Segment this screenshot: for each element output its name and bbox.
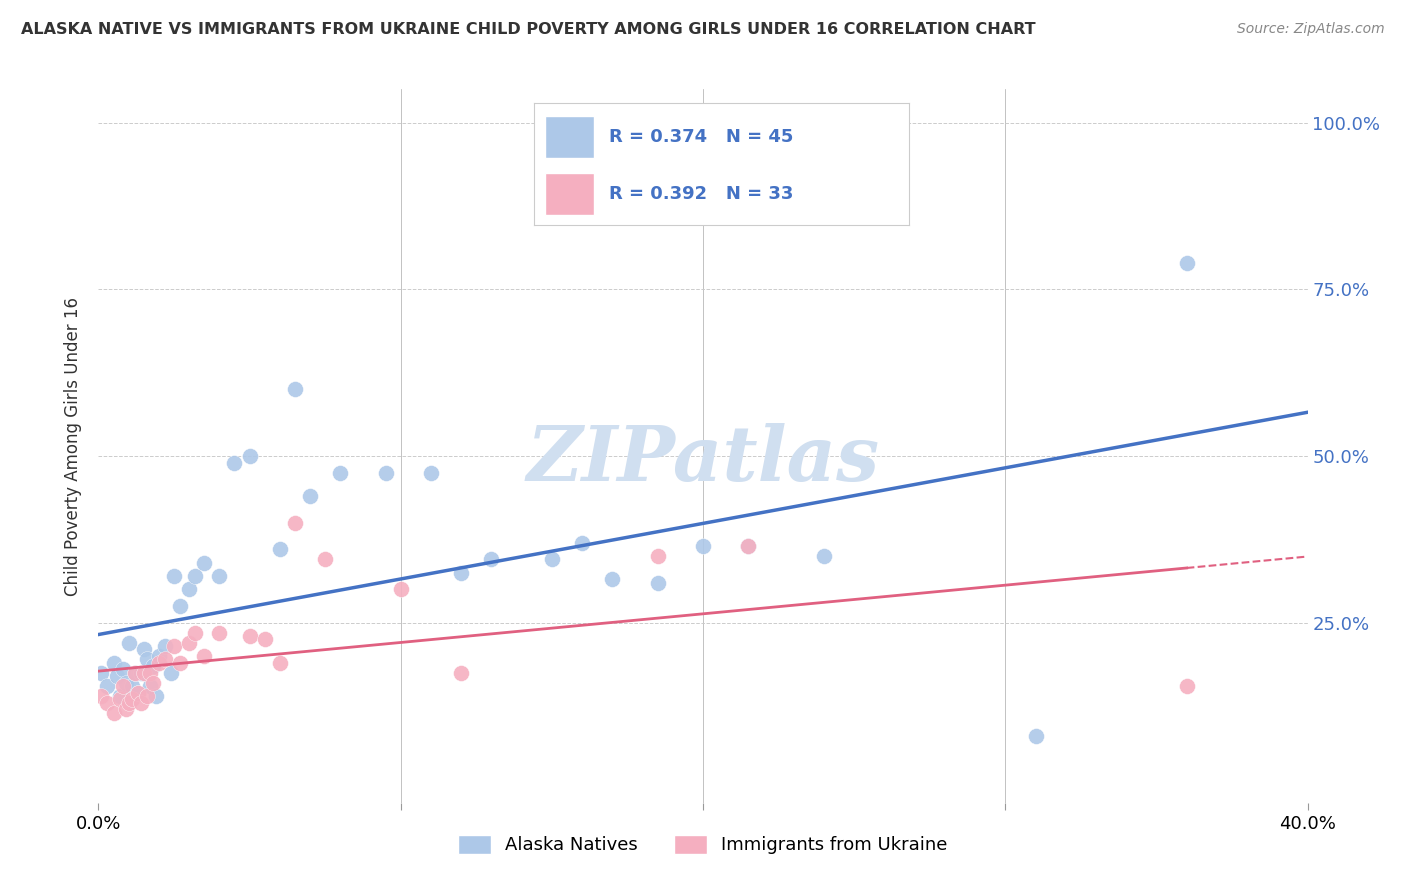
Y-axis label: Child Poverty Among Girls Under 16: Child Poverty Among Girls Under 16 <box>65 296 83 596</box>
Point <box>96 679 118 693</box>
Point <box>105 669 128 683</box>
Point <box>108 692 131 706</box>
Point <box>253 632 276 647</box>
Point <box>737 539 759 553</box>
Point <box>1024 729 1046 743</box>
Point <box>127 686 149 700</box>
Point <box>153 652 176 666</box>
Point <box>692 539 714 553</box>
Point <box>121 679 143 693</box>
Point <box>142 675 165 690</box>
Point <box>193 649 215 664</box>
Point <box>647 575 669 590</box>
Text: Source: ZipAtlas.com: Source: ZipAtlas.com <box>1237 22 1385 37</box>
Point <box>239 629 262 643</box>
Point <box>450 566 472 580</box>
Point <box>269 656 291 670</box>
Point <box>108 689 131 703</box>
Point <box>284 516 307 530</box>
Point <box>148 656 170 670</box>
Point <box>118 636 141 650</box>
Point <box>269 542 291 557</box>
Point <box>208 569 231 583</box>
Point <box>314 552 336 566</box>
Point <box>139 679 162 693</box>
Point <box>163 639 186 653</box>
Point <box>450 665 472 680</box>
Point <box>239 449 262 463</box>
Point <box>96 696 118 710</box>
Point <box>647 549 669 563</box>
Point <box>374 466 396 480</box>
Point <box>224 456 246 470</box>
Point <box>163 569 186 583</box>
Point <box>111 679 134 693</box>
Point <box>160 665 183 680</box>
Point <box>169 599 191 613</box>
Point <box>124 665 146 680</box>
Point <box>90 689 112 703</box>
Point <box>540 552 562 566</box>
Point <box>139 665 162 680</box>
Point <box>571 535 593 549</box>
Point <box>737 539 759 553</box>
Point <box>169 656 191 670</box>
Point <box>111 662 134 676</box>
Point <box>184 569 207 583</box>
Text: ZIPatlas: ZIPatlas <box>526 424 880 497</box>
Point <box>329 466 352 480</box>
Point <box>208 625 231 640</box>
Point <box>103 656 125 670</box>
Legend: Alaska Natives, Immigrants from Ukraine: Alaska Natives, Immigrants from Ukraine <box>451 828 955 862</box>
Point <box>153 639 176 653</box>
Point <box>420 466 443 480</box>
Point <box>129 696 152 710</box>
Point <box>103 706 125 720</box>
Point <box>1175 255 1198 269</box>
Point <box>184 625 207 640</box>
Point <box>132 665 155 680</box>
Point <box>481 552 503 566</box>
Point <box>284 382 307 396</box>
Point <box>142 659 165 673</box>
Point <box>179 636 201 650</box>
Point <box>121 692 143 706</box>
Point <box>602 573 624 587</box>
Point <box>193 556 215 570</box>
Text: ALASKA NATIVE VS IMMIGRANTS FROM UKRAINE CHILD POVERTY AMONG GIRLS UNDER 16 CORR: ALASKA NATIVE VS IMMIGRANTS FROM UKRAINE… <box>21 22 1036 37</box>
Point <box>813 549 835 563</box>
Point <box>148 649 170 664</box>
Point <box>135 652 157 666</box>
Point <box>179 582 201 597</box>
Point <box>299 489 322 503</box>
Point <box>135 689 157 703</box>
Point <box>118 696 141 710</box>
Point <box>124 665 146 680</box>
Point <box>389 582 412 597</box>
Point <box>132 642 155 657</box>
Point <box>145 689 167 703</box>
Point <box>114 702 136 716</box>
Point <box>114 675 136 690</box>
Point <box>1175 679 1198 693</box>
Point <box>90 665 112 680</box>
Point <box>127 686 149 700</box>
Point <box>129 665 152 680</box>
